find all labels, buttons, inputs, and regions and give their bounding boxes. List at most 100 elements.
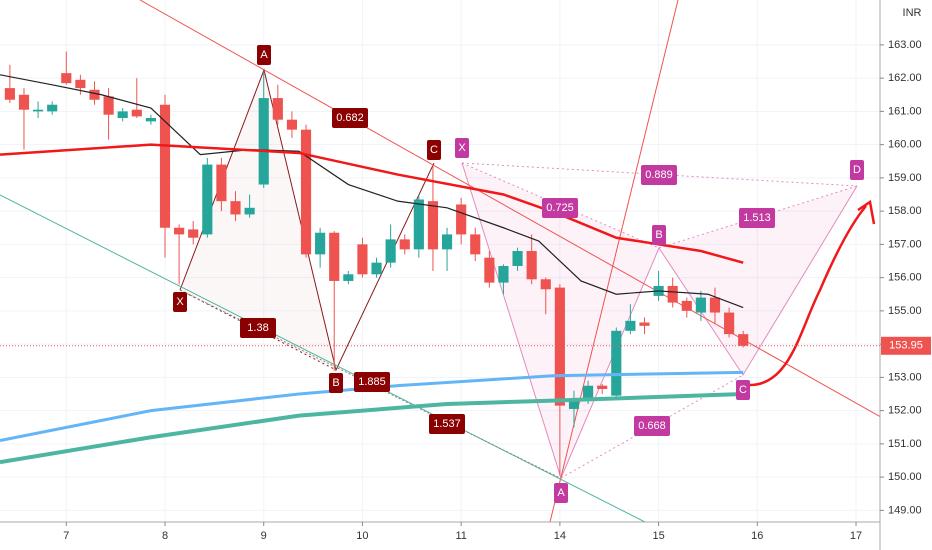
candle-body [484, 257, 495, 283]
trend-line [139, 0, 896, 426]
pattern-label: X [176, 296, 184, 308]
candle-body [371, 262, 382, 275]
candle-body [174, 227, 185, 235]
y-tick-label: 151.00 [888, 438, 922, 450]
candle-body [286, 119, 297, 130]
candle-body [159, 104, 171, 228]
ratio-label-bg [542, 198, 578, 218]
pattern-label-bg [850, 160, 864, 180]
x-tick-label: 15 [652, 530, 664, 542]
candle-body [583, 385, 594, 399]
candle-body [244, 207, 255, 215]
candle-body [738, 334, 749, 346]
pattern-dotted [179, 289, 337, 371]
ratio-label-bg [354, 372, 390, 392]
candle-body [441, 234, 453, 250]
pattern-label: B [655, 229, 662, 241]
candle-body [611, 330, 622, 396]
pattern-label-bg [455, 138, 469, 158]
ratio-label-bg [739, 208, 775, 228]
pattern-dotted [461, 162, 858, 187]
y-tick-label: 153.00 [888, 371, 922, 383]
moving-average [0, 143, 744, 264]
candle-body [625, 320, 636, 331]
y-tick-label: 152.00 [888, 405, 922, 417]
candle-body [427, 201, 439, 250]
axis-bg [0, 522, 932, 550]
pattern-label: X [458, 142, 466, 154]
pattern-label: D [853, 164, 861, 176]
y-tick-label: 163.00 [888, 39, 922, 51]
candle-body [512, 251, 523, 266]
candle-body [343, 274, 354, 281]
ratio-label: 0.668 [638, 420, 666, 432]
candle-body [724, 312, 735, 335]
candle-body [188, 229, 199, 238]
candle-body [230, 201, 241, 215]
y-tick-label: 150.00 [888, 471, 922, 483]
ratio-label: 0.725 [546, 202, 574, 214]
candle-body [597, 385, 608, 390]
arrow-head [857, 199, 876, 225]
candle-body [526, 251, 537, 280]
pattern-label: C [739, 384, 747, 396]
candle-body [357, 244, 368, 275]
x-tick-label: 9 [261, 530, 267, 542]
ratio-label: 0.889 [645, 169, 673, 181]
candle-body [61, 73, 72, 84]
candle-body [131, 109, 142, 117]
candle-body [498, 265, 509, 283]
candle-body [681, 300, 692, 311]
ratio-label: 1.885 [358, 376, 386, 388]
ratio-label: 1.513 [743, 212, 771, 224]
ratio-label-bg [332, 108, 368, 128]
candle-body [202, 164, 213, 235]
x-tick-label: 14 [554, 530, 566, 542]
pattern-label-bg [652, 225, 666, 245]
y-tick-label: 161.00 [888, 105, 922, 117]
candle-body [709, 297, 721, 313]
candle-body [300, 129, 312, 255]
pattern-label: A [557, 487, 565, 499]
candle-body [75, 79, 86, 89]
pattern-label-bg [736, 380, 750, 400]
moving-average [0, 370, 744, 443]
candle-body [329, 232, 340, 281]
x-tick-label: 7 [63, 530, 69, 542]
last-price-label: 153.95 [889, 340, 923, 352]
candle-body [145, 118, 156, 122]
trend-line [0, 194, 646, 523]
candle-body [103, 96, 114, 115]
candle-body [413, 199, 424, 250]
candle-body [568, 398, 580, 409]
candle-body [89, 89, 100, 100]
candle-body [258, 98, 269, 185]
pattern-label-bg [257, 45, 271, 65]
y-tick-label: 160.00 [888, 139, 922, 151]
ratio-label: 1.38 [247, 322, 268, 334]
last-price-tag [881, 336, 931, 355]
moving-average [0, 74, 744, 309]
trend-line [549, 0, 679, 523]
pattern-label: B [332, 377, 339, 389]
y-tick-label: 157.00 [888, 238, 922, 250]
overlays: X A B C X A B C D 0.682 1.38 1.885 1.537 0.725 0.889 1.… [0, 45, 880, 503]
ratio-label-bg [429, 414, 465, 434]
pattern-fill [659, 186, 857, 375]
candle-body [4, 88, 15, 100]
arrow [749, 205, 867, 387]
candle-body [33, 109, 44, 112]
pattern-label-bg [173, 292, 187, 312]
trend-line [179, 289, 561, 479]
plot [0, 51, 749, 476]
candle-body [117, 111, 128, 119]
candle-body [695, 297, 706, 313]
candle-body [385, 239, 396, 263]
candle-body [18, 94, 30, 110]
pattern-label: A [260, 49, 268, 61]
x-tick-label: 10 [356, 530, 368, 542]
ratio-label: 0.682 [336, 112, 364, 124]
candle-body [554, 287, 565, 406]
y-tick-label: 159.00 [888, 172, 922, 184]
